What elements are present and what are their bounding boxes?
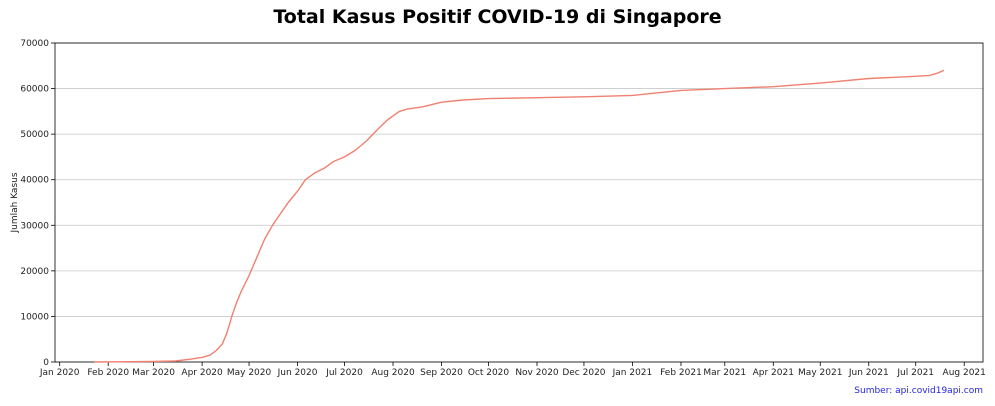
source-note: Sumber: api.covid19api.com (854, 386, 983, 396)
x-tick-label: Dec 2020 (562, 368, 605, 378)
x-tick-label: Jul 2021 (896, 368, 934, 378)
y-tick-label: 70000 (20, 39, 49, 49)
x-tick-label: Apr 2021 (753, 368, 794, 378)
x-tick-label: Jan 2020 (39, 368, 80, 378)
x-tick-label: Aug 2021 (943, 368, 986, 378)
x-tick-label: Jul 2020 (325, 368, 363, 378)
x-axis: Jan 2020 Feb 2020 Mar 2020 Apr 2020 May 2020… (39, 362, 986, 378)
y-tick-label: 0 (43, 358, 49, 368)
series-layer (94, 69, 945, 363)
chart-title: Total Kasus Positif COVID-19 di Singapor… (273, 6, 722, 28)
x-tick-label: Feb 2020 (87, 368, 129, 378)
x-tick-label: Apr 2020 (181, 368, 223, 378)
x-tick-label: May 2020 (227, 368, 272, 378)
x-tick-label: May 2021 (798, 368, 842, 378)
x-tick-label: Jun 2021 (848, 368, 889, 378)
y-axis: 0 10000 20000 30000 40000 50000 60000 70000 (20, 39, 55, 368)
x-tick-label: Sep 2020 (420, 368, 463, 378)
x-tick-label: Jun 2020 (277, 368, 318, 378)
y-tick-label: 10000 (20, 312, 49, 322)
x-tick-label: Jan 2021 (612, 368, 653, 378)
x-tick-label: Aug 2020 (371, 368, 415, 378)
y-axis-label: Jumlah Kasus (10, 172, 20, 233)
x-tick-label: Mar 2020 (132, 368, 175, 378)
y-tick-label: 50000 (20, 130, 49, 140)
x-tick-label: Nov 2020 (515, 368, 559, 378)
gridlines (55, 42, 983, 363)
x-tick-label: Feb 2021 (660, 368, 702, 378)
series-line (94, 69, 945, 363)
x-tick-label: Oct 2020 (468, 368, 510, 378)
plot-area-frame (54, 42, 984, 363)
y-tick-label: 60000 (20, 85, 49, 95)
y-tick-label: 40000 (20, 176, 49, 186)
x-tick-label: Mar 2021 (703, 368, 746, 378)
y-tick-label: 30000 (20, 221, 49, 231)
y-tick-label: 20000 (20, 267, 49, 277)
